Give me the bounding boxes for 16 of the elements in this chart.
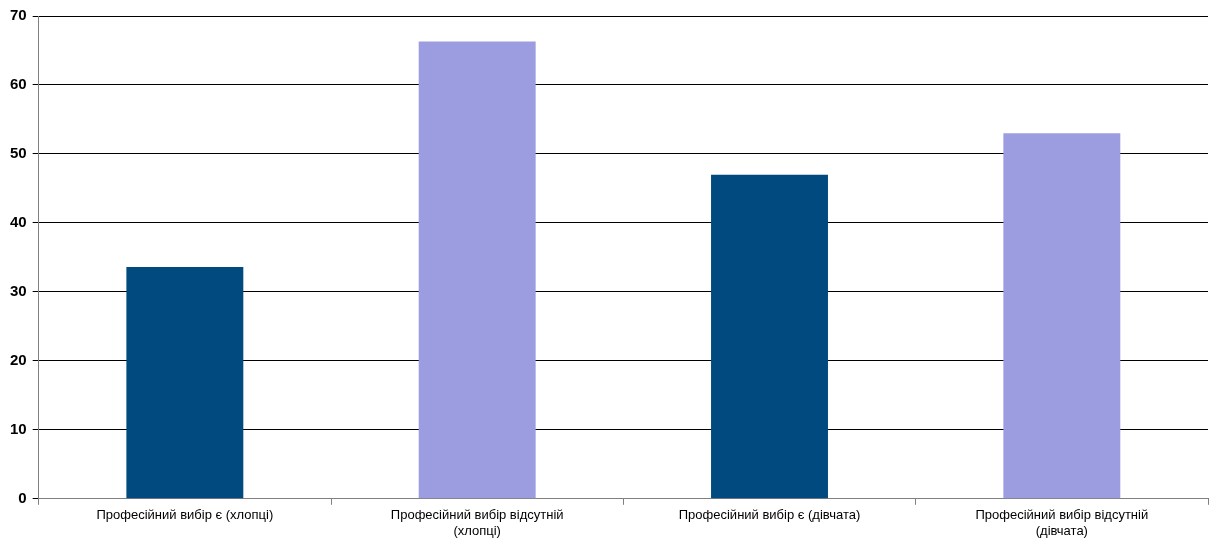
- y-tick-label: 70: [10, 6, 27, 24]
- bar: [418, 41, 536, 499]
- x-tick-label: Професійний вибір відсутній (дівчата): [975, 507, 1149, 538]
- y-tick-label: 10: [10, 419, 27, 437]
- x-tick-label: Професійний вибір відсутній (хлопці): [390, 507, 564, 538]
- y-tick-label: 40: [10, 213, 27, 231]
- bar: [1003, 133, 1121, 499]
- x-tick-label: Професійний вибір є (хлопці): [96, 507, 274, 523]
- y-tick-label: 0: [18, 488, 27, 506]
- y-tick-label: 20: [10, 351, 27, 368]
- bar: [711, 174, 828, 499]
- y-tick-label: 60: [10, 75, 27, 93]
- bar: [126, 267, 244, 499]
- x-tick-label: Професійний вибір є (дівчата): [678, 507, 861, 523]
- y-tick-label: 30: [10, 282, 27, 300]
- y-tick-label: 50: [10, 144, 27, 162]
